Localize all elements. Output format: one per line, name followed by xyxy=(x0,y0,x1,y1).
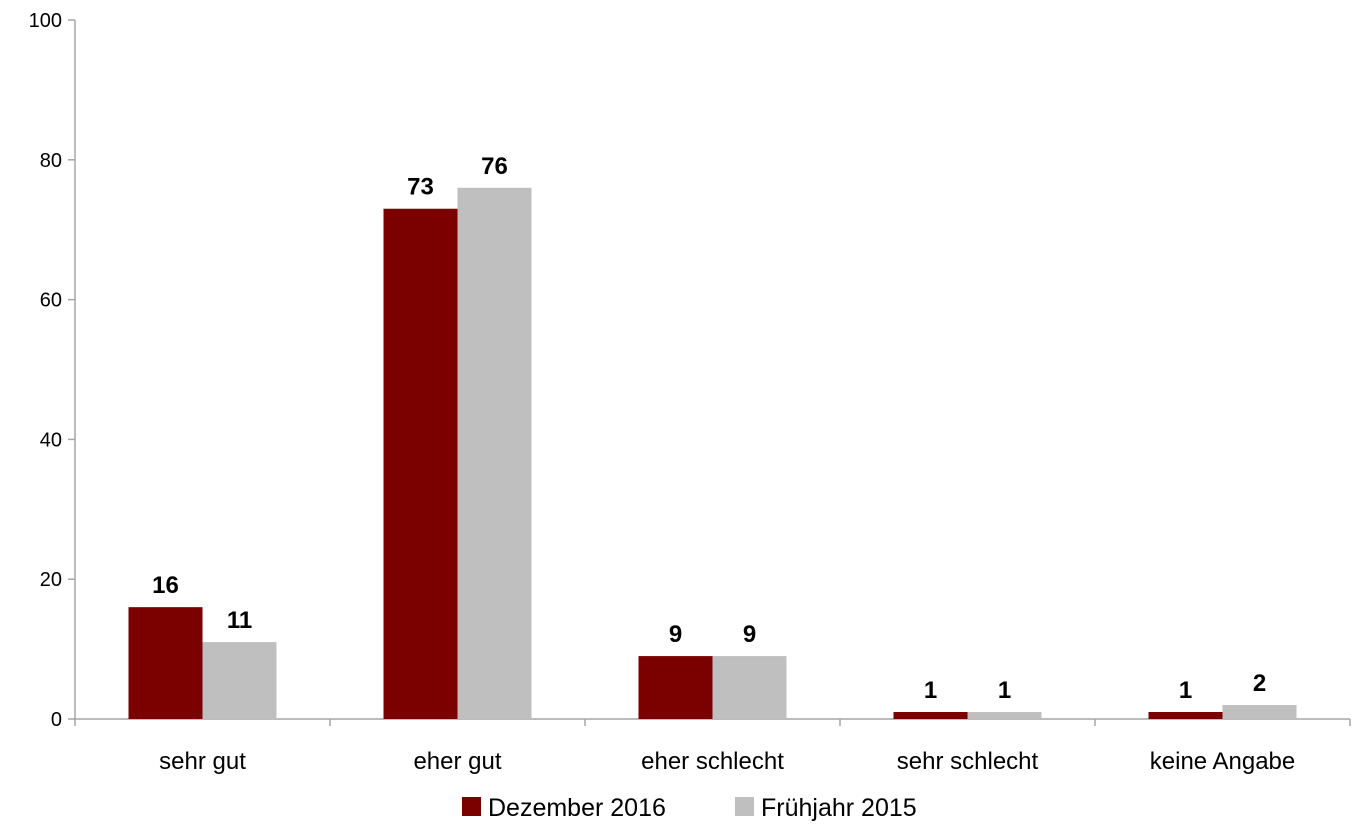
legend-label: Frühjahr 2015 xyxy=(761,794,917,822)
data-label: 76 xyxy=(481,153,508,180)
bar-fruehjahr-2015 xyxy=(457,187,532,719)
data-label: 2 xyxy=(1253,670,1266,697)
y-tick-label: 80 xyxy=(40,150,62,172)
bar-fruehjahr-2015 xyxy=(712,656,787,719)
y-tick-label: 0 xyxy=(51,709,62,731)
data-label: 73 xyxy=(407,174,434,201)
bar-dezember-2016 xyxy=(893,712,968,719)
bar-dezember-2016 xyxy=(383,208,458,720)
category-label: sehr schlecht xyxy=(897,748,1039,775)
bar-fruehjahr-2015 xyxy=(967,712,1042,719)
bar-dezember-2016 xyxy=(1148,712,1223,719)
data-label: 16 xyxy=(152,572,179,599)
bar-dezember-2016 xyxy=(128,607,203,719)
legend: Dezember 2016 Frühjahr 2015 xyxy=(462,794,917,822)
y-tick-label: 20 xyxy=(40,569,62,591)
y-tick-label: 40 xyxy=(40,429,62,451)
y-tick-label: 60 xyxy=(40,290,62,312)
data-label: 11 xyxy=(227,607,252,634)
category-label: keine Angabe xyxy=(1150,748,1295,775)
data-label: 1 xyxy=(1179,677,1192,704)
bar-fruehjahr-2015 xyxy=(202,642,277,719)
data-label: 9 xyxy=(743,621,756,648)
bar-fruehjahr-2015 xyxy=(1222,705,1297,719)
axes: 0 20 40 60 80 100 xyxy=(29,10,1351,731)
data-label: 9 xyxy=(669,621,682,648)
bars xyxy=(128,187,1297,720)
category-label: sehr gut xyxy=(159,748,246,775)
data-label: 1 xyxy=(924,677,937,704)
legend-swatch xyxy=(735,797,754,816)
category-label: eher gut xyxy=(413,748,501,775)
category-label: eher schlecht xyxy=(641,748,784,775)
bar-dezember-2016 xyxy=(638,656,713,719)
y-tick-label: 100 xyxy=(29,10,62,32)
legend-label: Dezember 2016 xyxy=(488,794,666,822)
legend-swatch xyxy=(462,797,481,816)
data-label: 1 xyxy=(998,677,1011,704)
